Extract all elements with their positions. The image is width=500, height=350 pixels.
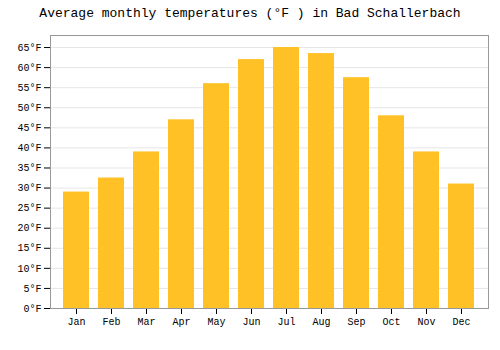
svg-text:Aug: Aug xyxy=(312,317,330,328)
svg-text:Nov: Nov xyxy=(417,317,435,328)
svg-text:Jul: Jul xyxy=(277,317,295,328)
svg-text:40°F: 40°F xyxy=(17,143,41,154)
svg-text:5°F: 5°F xyxy=(23,284,41,295)
svg-text:Feb: Feb xyxy=(102,317,120,328)
svg-text:20°F: 20°F xyxy=(17,223,41,234)
svg-text:25°F: 25°F xyxy=(17,203,41,214)
svg-text:Jan: Jan xyxy=(67,317,85,328)
svg-text:65°F: 65°F xyxy=(17,43,41,54)
svg-text:Mar: Mar xyxy=(137,317,155,328)
html-text:Average monthly temperatures (: Average monthly temperatures (°F ) in Ba… xyxy=(39,6,461,21)
svg-text:Apr: Apr xyxy=(172,317,190,328)
svg-text:0°F: 0°F xyxy=(23,304,41,315)
svg-text:60°F: 60°F xyxy=(17,63,41,74)
svg-text:May: May xyxy=(207,317,225,328)
svg-text:30°F: 30°F xyxy=(17,183,41,194)
svg-text:Jun: Jun xyxy=(242,317,260,328)
svg-text:35°F: 35°F xyxy=(17,163,41,174)
svg-text:50°F: 50°F xyxy=(17,103,41,114)
svg-text:Oct: Oct xyxy=(382,317,400,328)
svg-text:15°F: 15°F xyxy=(17,243,41,254)
svg-text:Sep: Sep xyxy=(347,317,365,328)
svg-text:Dec: Dec xyxy=(452,317,470,328)
svg-text:10°F: 10°F xyxy=(17,264,41,275)
svg-text:45°F: 45°F xyxy=(17,123,41,134)
svg-text:55°F: 55°F xyxy=(17,83,41,94)
